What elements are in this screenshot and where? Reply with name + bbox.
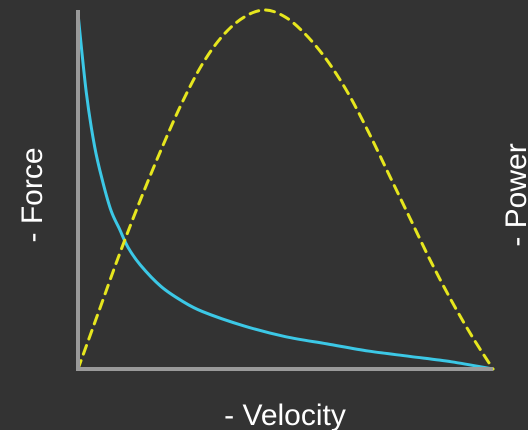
y2-axis-label-power: - Power [500, 143, 528, 246]
plot-layer [76, 8, 495, 371]
y-axis-label-force: - Force [16, 147, 49, 242]
axes-layer [76, 10, 493, 371]
force-curve [76, 12, 495, 371]
power-curve [76, 8, 495, 371]
x-axis-label: - Velocity [224, 399, 346, 430]
